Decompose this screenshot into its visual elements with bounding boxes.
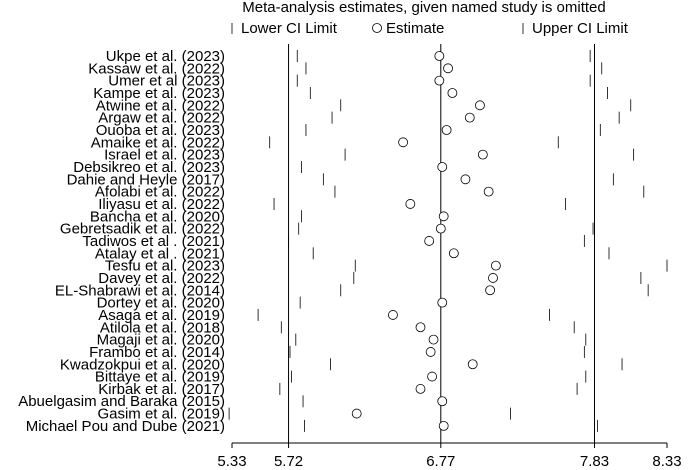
legend-lower-label: Lower CI Limit <box>241 20 338 37</box>
estimate-point <box>438 420 449 431</box>
x-tick-label: 8.33 <box>652 453 681 470</box>
study-label: Asaga et al. (2019) <box>98 307 225 324</box>
study-label: Tesfu et al. (2023) <box>105 258 225 275</box>
study-label: Iliyasu et al. (2022) <box>98 196 225 213</box>
study-label: Kwadzokpui et al. (2020) <box>60 356 225 373</box>
estimate-point <box>398 137 409 148</box>
estimate-point <box>437 396 448 407</box>
study-label: Ukpe et al. (2023) <box>106 48 225 65</box>
estimate-point <box>425 347 436 357</box>
estimate-point <box>435 223 446 234</box>
estimate-point <box>448 248 459 259</box>
study-label: Magaji et al. (2020) <box>97 332 225 349</box>
x-tick-label: 5.72 <box>274 453 303 470</box>
estimate-point <box>438 211 449 222</box>
estimate-point <box>388 310 398 320</box>
study-label: Debsikreo et al. (2023) <box>73 159 225 176</box>
estimate-point <box>441 125 452 135</box>
legend: Lower CI Limit Estimate Upper CI Limit <box>231 20 629 37</box>
study-label: Umer et al (2023) <box>108 73 225 90</box>
estimate-point <box>434 51 445 61</box>
estimate-point <box>415 322 426 333</box>
study-label: Kirbak et al. (2017) <box>98 381 225 398</box>
estimate-point <box>437 297 448 308</box>
study-label: Davey et al. (2022) <box>98 270 225 287</box>
study-label: EL-Shabrawi et al. (2014) <box>55 282 225 299</box>
study-label: Bittaye et al. (2019) <box>95 369 225 386</box>
chart-title: Meta-analysis estimates, given named stu… <box>242 0 606 16</box>
legend-estimate-label: Estimate <box>386 20 444 37</box>
estimate-point <box>424 236 435 246</box>
study-label: Abuelgasim and Baraka (2015) <box>18 393 225 410</box>
study-label: Tadiwos et al . (2021) <box>82 233 225 250</box>
estimate-point <box>434 75 445 86</box>
estimate-point <box>485 285 496 296</box>
study-label: Michael Pou and Dube (2021) <box>26 418 225 435</box>
study-label: Atalay et al . (2021) <box>95 245 225 262</box>
estimate-point <box>405 199 416 209</box>
study-label: Ouoba et al. (2023) <box>96 122 225 139</box>
study-label: Dortey et al. (2020) <box>97 295 225 312</box>
estimate-point <box>427 371 438 382</box>
study-label: Kampe et al. (2023) <box>93 85 225 102</box>
x-tick-label: 7.83 <box>580 453 609 470</box>
study-label: Atilola et al. (2018) <box>100 319 225 336</box>
x-tick-label: 6.77 <box>426 453 455 470</box>
legend-upper-label: Upper CI Limit <box>532 20 629 37</box>
study-label: Dahie and Heyle (2017) <box>67 171 225 188</box>
estimate-point <box>464 112 475 123</box>
study-label: Afolabi et al. (2022) <box>95 184 225 201</box>
estimate-point <box>467 359 478 370</box>
estimate-point <box>447 88 458 98</box>
estimate-point <box>460 174 471 185</box>
study-label: Atwine et al. (2022) <box>96 97 225 114</box>
x-tick-label: 5.33 <box>217 453 246 470</box>
estimate-point <box>490 260 501 271</box>
study-label: Gasim et al. (2019) <box>97 406 225 423</box>
estimate-point <box>477 149 488 160</box>
study-label: Israel et al. (2023) <box>104 147 225 164</box>
study-label: Argaw et al. (2022) <box>98 110 225 127</box>
legend-estimate-marker <box>372 23 382 33</box>
estimate-point <box>351 408 362 419</box>
estimate-point <box>488 273 498 283</box>
estimate-point <box>475 100 485 111</box>
study-label: Bancha et al. (2020) <box>90 208 225 225</box>
study-label: Frambo et al. (2014) <box>89 344 225 361</box>
study-label: Amaike et al. (2022) <box>91 134 225 151</box>
estimate-point <box>415 384 426 394</box>
estimate-point <box>443 63 453 74</box>
estimate-point <box>437 162 448 172</box>
estimate-point <box>483 186 494 197</box>
study-label: Kassaw et al. (2022) <box>88 60 225 77</box>
study-label: Gebretsadik et al. (2022) <box>60 221 225 238</box>
estimate-point <box>428 334 439 345</box>
